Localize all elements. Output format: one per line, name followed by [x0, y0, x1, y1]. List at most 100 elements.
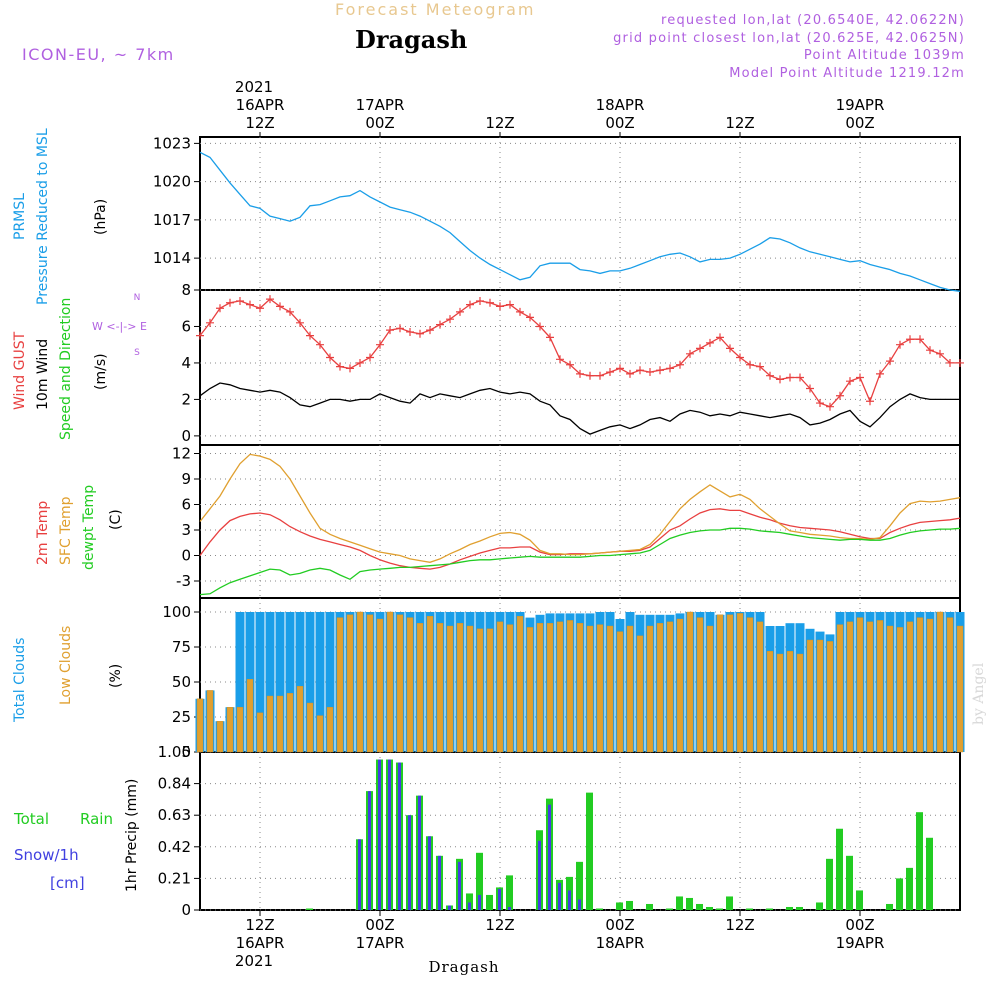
wind-compass-south: S: [134, 348, 140, 358]
pressure-labels: PRMSL Pressure Reduced to MSL (hPa): [12, 128, 109, 305]
low-cloud-bar: [556, 621, 564, 753]
rain-bar: [816, 902, 823, 910]
wind-dir-label: Speed and Direction: [58, 298, 74, 440]
rain-bar: [486, 894, 493, 910]
wind-gust-marker: [376, 340, 384, 349]
wind-gust-marker: [346, 364, 354, 373]
wind-labels: Wind GUST 10m Wind Speed and Direction (…: [12, 293, 147, 440]
low-cloud-bar: [816, 639, 824, 753]
bottom-date-label: 16APR: [236, 934, 285, 952]
wind-gust-marker: [476, 296, 484, 305]
total-cloud-bar: [235, 612, 245, 752]
wind-gust-marker: [696, 344, 704, 353]
credit: by Angel: [971, 662, 987, 725]
rain-bar: [646, 903, 653, 910]
rain-bar: [916, 812, 923, 910]
clouds-ytick-label: 25: [172, 708, 191, 726]
low-cloud-bar: [946, 617, 954, 753]
bottom-date-label: 19APR: [836, 934, 885, 952]
wind-gust-marker: [826, 402, 834, 411]
low-cloud-bar: [496, 621, 504, 753]
wind-gust-marker: [866, 397, 874, 406]
rain-bar: [476, 852, 483, 910]
top-year: 2021: [235, 78, 273, 96]
low-cloud-bar: [256, 712, 264, 753]
low-cloud-bar: [596, 624, 604, 753]
total-cloud-bar: [275, 612, 285, 752]
low-cloud-bar: [656, 623, 664, 753]
low-cloud-bar: [776, 653, 784, 753]
wind-gust-marker: [566, 360, 574, 369]
rain-bar: [856, 890, 863, 910]
low-cloud-bar: [206, 690, 214, 753]
wind-gust-marker: [216, 304, 224, 313]
bottom-hour-label: 00Z: [605, 916, 634, 934]
wind-gust-marker: [296, 318, 304, 327]
low-cloud-bar: [336, 617, 344, 753]
wind-10m-line: [199, 382, 960, 435]
grid-point-coords: grid point closest lon,lat (20.625E, 42.…: [613, 31, 965, 46]
snow-bar: [398, 762, 401, 910]
pressure-label-2: Pressure Reduced to MSL: [35, 128, 51, 305]
low-cloud-bar: [266, 695, 274, 753]
wind-gust-marker: [246, 300, 254, 309]
wind-gust-marker: [536, 322, 544, 331]
pressure-ytick-label: 1014: [153, 249, 191, 267]
low-cloud-bar: [626, 625, 634, 753]
temp-labels: 2m Temp SFC Temp dewpt Temp (C): [35, 485, 124, 570]
bottom-date-label: 17APR: [356, 934, 405, 952]
wind-gust-marker: [366, 353, 374, 362]
precip-ytick-label: 0.63: [158, 806, 191, 824]
wind-compass-we: W <-|-> E: [92, 320, 147, 333]
low-cloud-bar: [686, 611, 694, 753]
wind-gust-marker: [456, 307, 464, 316]
wind-gust-marker: [906, 335, 914, 344]
snow-bar: [418, 795, 421, 910]
low-cloud-bar: [466, 625, 474, 753]
model-name: ICON-EU, ~ 7km: [22, 45, 175, 64]
wind-gust-marker: [806, 384, 814, 393]
wind-ytick-label: 2: [181, 390, 191, 408]
clouds-ytick-label: 100: [162, 603, 191, 621]
top-hour-label: 12Z: [725, 114, 754, 132]
wind-gust-marker: [926, 346, 934, 355]
bottom-hour-label: 12Z: [485, 916, 514, 934]
total-cloud-bar: [295, 612, 305, 752]
clouds-ytick-label: 75: [172, 638, 191, 656]
rain-bar: [796, 906, 803, 910]
low-cloud-bar: [506, 624, 514, 753]
low-cloud-bar: [786, 651, 794, 753]
low-cloud-bar: [546, 623, 554, 753]
low-cloud-bar: [936, 611, 944, 753]
rain-bar: [506, 875, 513, 910]
rain-bar: [886, 903, 893, 910]
top-hour-label: 12Z: [485, 114, 514, 132]
rain-bar: [846, 855, 853, 910]
wind-gust-marker: [386, 326, 394, 335]
precip-ytick-label: 0: [181, 901, 191, 919]
pressure-ytick-label: 1017: [153, 211, 191, 229]
rain-bar: [576, 861, 583, 910]
wind-gust-line: [199, 298, 960, 408]
low-cloud-bar: [716, 614, 724, 753]
low-cloud-bar: [756, 621, 764, 753]
wind-gust-marker: [236, 296, 244, 305]
total-cloud-bar: [285, 612, 295, 752]
snow-bar: [388, 759, 391, 910]
low-cloud-bar: [896, 627, 904, 753]
bottom-hour-label: 12Z: [725, 916, 754, 934]
wind-frame: [199, 289, 961, 446]
total-cloud-bar: [305, 612, 315, 752]
bottom-hour-label: 00Z: [845, 916, 874, 934]
wind-gust-marker: [356, 358, 364, 367]
snow-bar: [378, 759, 381, 910]
rain-bar: [786, 906, 793, 910]
low-cloud-bar: [226, 707, 234, 753]
wind-gust-marker: [586, 371, 594, 380]
wind-gust-marker: [276, 302, 284, 311]
wind-gust-marker: [816, 399, 824, 408]
snow-bar: [428, 836, 431, 910]
temp-label-1: 2m Temp: [35, 501, 51, 565]
